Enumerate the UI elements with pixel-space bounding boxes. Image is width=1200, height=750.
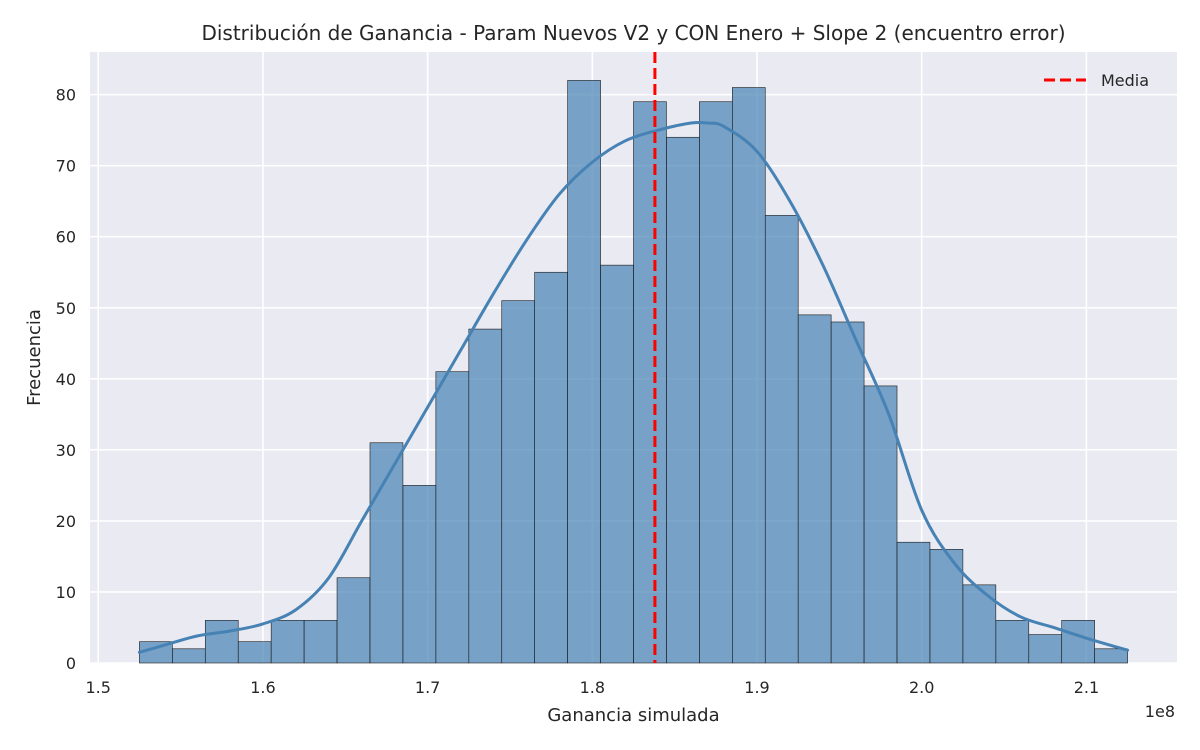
bar-26: [995, 620, 1030, 664]
y-tick-label-7: 70: [56, 157, 76, 176]
x-tick-label-5: 2.0: [909, 678, 934, 697]
bar-8: [402, 485, 437, 664]
kde-curve: [137, 120, 1130, 654]
x-tick-label-6: 2.1: [1074, 678, 1099, 697]
bar-16: [666, 136, 700, 664]
y-tick-label-3: 30: [56, 441, 76, 460]
bar-23: [896, 541, 931, 664]
bar-5: [303, 620, 338, 664]
kde-line: [137, 120, 1130, 654]
x-axis-offset-text: 1e8: [1145, 702, 1175, 721]
y-tick-label-8: 80: [56, 86, 76, 105]
bar-4: [270, 620, 305, 664]
y-axis-label: Frecuencia: [24, 309, 45, 406]
x-tick-label-0: 1.5: [86, 678, 111, 697]
x-tick-label-2: 1.7: [415, 678, 440, 697]
bar-10: [468, 328, 503, 664]
legend: Media: [1044, 71, 1149, 90]
legend-label-media: Media: [1101, 71, 1149, 90]
bar-1: [172, 648, 206, 664]
x-tick-label-1: 1.6: [250, 678, 275, 697]
bar-6: [336, 577, 371, 664]
bar-28: [1061, 620, 1095, 664]
y-tick-label-2: 20: [56, 512, 76, 531]
bar-20: [797, 314, 832, 664]
bar-12: [534, 271, 568, 664]
tick-labels: 1.5 1.6 1.7 1.8 1.9 2.0 2.1 0 10 20 30 40 50 60 70 80: [56, 86, 1100, 697]
bar-15: [633, 101, 667, 664]
y-tick-label-5: 50: [56, 299, 76, 318]
x-tick-label-4: 1.9: [744, 678, 769, 697]
bar-11: [501, 300, 535, 664]
bar-22: [863, 385, 898, 664]
chart-title: Distribución de Ganancia - Param Nuevos …: [201, 21, 1065, 45]
bar-19: [764, 215, 799, 664]
bar-14: [600, 264, 634, 664]
x-axis-label: Ganancia simulada: [547, 705, 719, 726]
histogram-bars: [139, 80, 1128, 664]
bar-3: [237, 641, 272, 664]
bar-17: [699, 101, 733, 664]
bar-29: [1094, 648, 1128, 664]
y-tick-label-6: 60: [56, 228, 76, 247]
bar-9: [435, 371, 470, 664]
bar-27: [1028, 634, 1063, 664]
y-tick-label-4: 40: [56, 370, 76, 389]
y-tick-label-0: 0: [66, 654, 76, 673]
bar-18: [732, 87, 766, 664]
x-tick-label-3: 1.8: [580, 678, 605, 697]
bar-21: [830, 321, 865, 664]
bar-2: [204, 620, 239, 664]
y-tick-label-1: 10: [56, 583, 76, 602]
